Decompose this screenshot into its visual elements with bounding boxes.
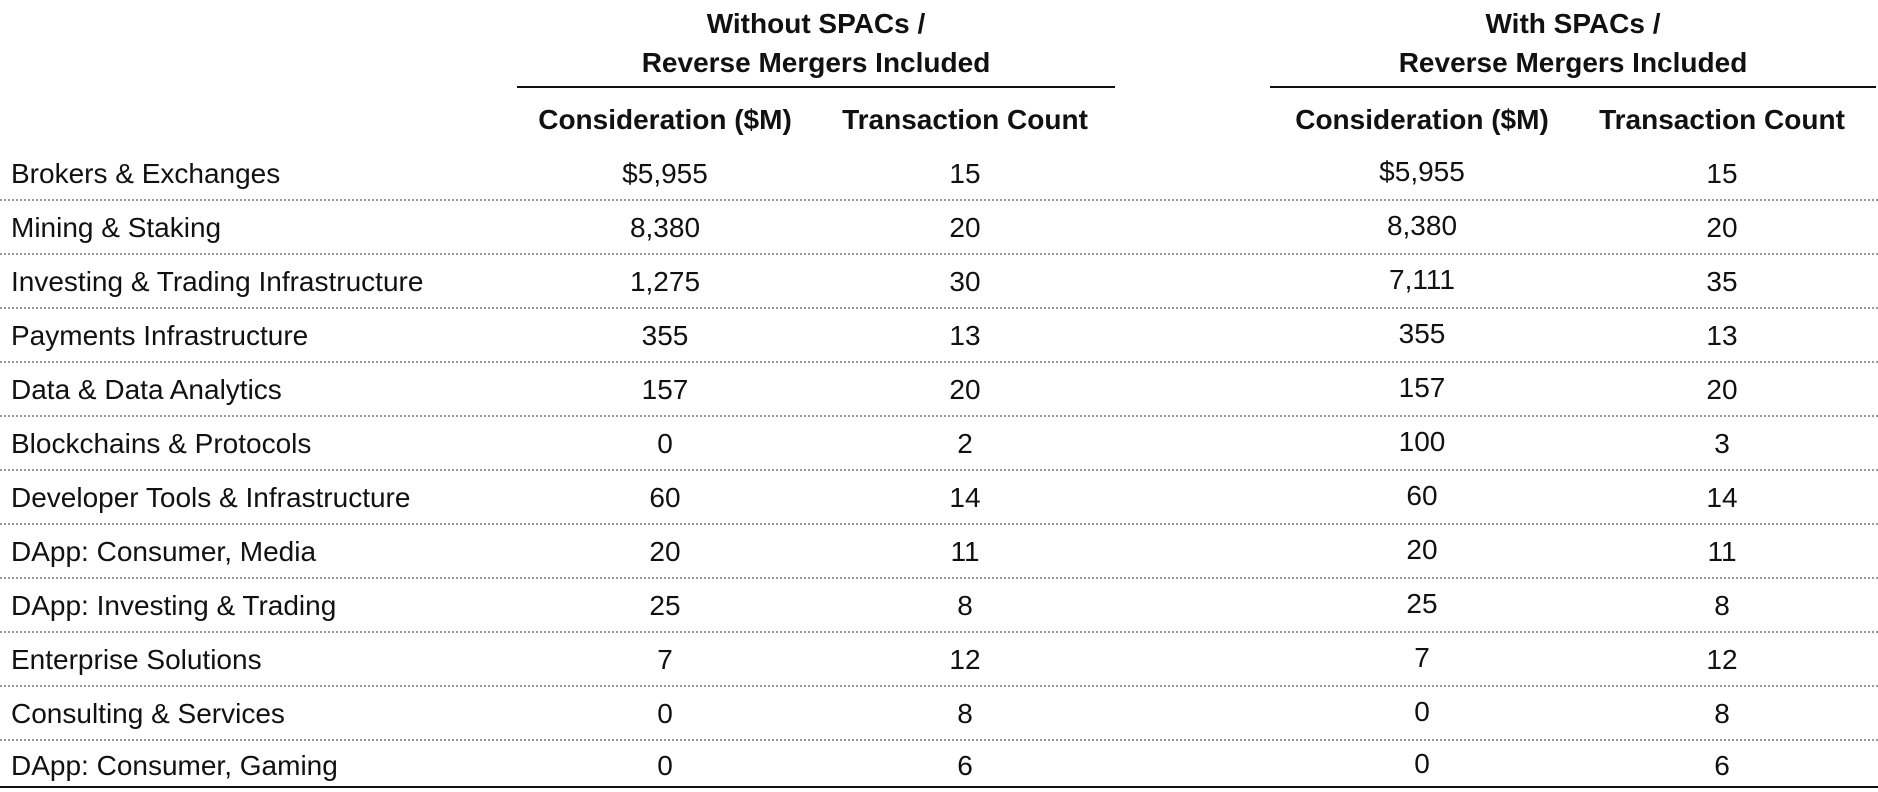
column-header-count-with: Transaction Count xyxy=(1599,104,1845,135)
count-without-cell: 6 xyxy=(957,750,973,781)
count-without-cell: 30 xyxy=(949,266,981,297)
table-row: Brokers & Exchanges $5,955 15 $5,955 15 xyxy=(0,147,1878,201)
count-with-cell: 3 xyxy=(1714,428,1730,459)
column-header-count-without: Transaction Count xyxy=(842,104,1088,135)
consideration-with-cell: 25 xyxy=(1406,588,1438,619)
transactions-table: Brokers & Exchanges $5,955 15 $5,955 15 Minin… xyxy=(0,147,1878,788)
consideration-with-cell: 8,380 xyxy=(1386,210,1458,241)
consideration-with-cell: 355 xyxy=(1398,318,1446,349)
row-label: DApp: Investing & Trading xyxy=(11,590,337,621)
table-row: Enterprise Solutions 7 12 7 12 xyxy=(0,633,1878,687)
count-without-cell: 12 xyxy=(949,644,981,675)
consideration-without-cell: 0 xyxy=(657,428,673,459)
table-row: Blockchains & Protocols 0 2 100 3 xyxy=(0,417,1878,471)
consideration-without-cell: 0 xyxy=(657,698,673,729)
group-header-line-1: Without SPACs / xyxy=(706,8,926,39)
count-with-cell: 13 xyxy=(1706,320,1738,351)
consideration-with-cell: $5,955 xyxy=(1379,156,1465,187)
column-header-consideration-with: Consideration ($M) xyxy=(1295,104,1549,135)
consideration-without-cell: 60 xyxy=(649,482,681,513)
table-row: Developer Tools & Infrastructure 60 14 60 14 xyxy=(0,471,1878,525)
consideration-without-cell: 20 xyxy=(649,536,681,567)
table-row: Data & Data Analytics 157 20 157 20 xyxy=(0,363,1878,417)
count-without-cell: 13 xyxy=(949,320,981,351)
consideration-without-cell: 25 xyxy=(649,590,681,621)
consideration-with-cell: 7 xyxy=(1414,642,1430,673)
row-label: Investing & Trading Infrastructure xyxy=(11,266,424,297)
table-row: DApp: Consumer, Gaming 0 6 0 6 xyxy=(0,741,1878,788)
group-header-line-1: With SPACs / xyxy=(1485,8,1661,39)
consideration-without-cell: 0 xyxy=(657,750,673,781)
count-without-cell: 20 xyxy=(949,374,981,405)
count-with-cell: 8 xyxy=(1714,590,1730,621)
table-row: Investing & Trading Infrastructure 1,275 3… xyxy=(0,255,1878,309)
consideration-with-cell: 157 xyxy=(1398,372,1446,403)
count-with-cell: 8 xyxy=(1714,698,1730,729)
group-rule-without-spacs xyxy=(517,86,1115,88)
count-without-cell: 8 xyxy=(957,698,973,729)
consideration-with-cell: 7,111 xyxy=(1389,264,1455,295)
table-row: Mining & Staking 8,380 20 8,380 20 xyxy=(0,201,1878,255)
count-with-cell: 20 xyxy=(1706,212,1738,243)
group-header-with-spacs: With SPACs / Reverse Mergers Included xyxy=(1270,4,1876,82)
consideration-without-cell: 157 xyxy=(641,374,689,405)
row-label: Blockchains & Protocols xyxy=(11,428,312,459)
count-with-cell: 6 xyxy=(1714,750,1730,781)
consideration-without-cell: $5,955 xyxy=(622,158,708,189)
row-label: Payments Infrastructure xyxy=(11,320,309,351)
count-with-cell: 15 xyxy=(1706,158,1738,189)
consideration-with-cell: 0 xyxy=(1414,748,1430,779)
table-row: DApp: Investing & Trading 25 8 25 8 xyxy=(0,579,1878,633)
consideration-without-cell: 8,380 xyxy=(629,212,701,243)
column-header-consideration-without: Consideration ($M) xyxy=(538,104,792,135)
table-row: DApp: Consumer, Media 20 11 20 11 xyxy=(0,525,1878,579)
group-header-line-2: Reverse Mergers Included xyxy=(641,47,991,78)
consideration-with-cell: 0 xyxy=(1414,696,1430,727)
group-header-without-spacs: Without SPACs / Reverse Mergers Included xyxy=(517,4,1115,82)
count-with-cell: 11 xyxy=(1707,536,1737,567)
count-with-cell: 20 xyxy=(1706,374,1738,405)
consideration-with-cell: 20 xyxy=(1406,534,1438,565)
row-label: Brokers & Exchanges xyxy=(11,158,281,189)
consideration-without-cell: 7 xyxy=(657,644,673,675)
consideration-without-cell: 355 xyxy=(641,320,689,351)
count-with-cell: 35 xyxy=(1706,266,1738,297)
row-label: Mining & Staking xyxy=(11,212,222,243)
row-label: Data & Data Analytics xyxy=(11,374,282,405)
table-row: Payments Infrastructure 355 13 355 13 xyxy=(0,309,1878,363)
count-without-cell: 11 xyxy=(950,536,980,567)
group-rule-with-spacs xyxy=(1270,86,1876,88)
count-without-cell: 8 xyxy=(957,590,973,621)
count-with-cell: 12 xyxy=(1706,644,1738,675)
group-header-line-2: Reverse Mergers Included xyxy=(1398,47,1748,78)
row-label: Consulting & Services xyxy=(11,698,285,729)
count-without-cell: 20 xyxy=(949,212,981,243)
consideration-with-cell: 100 xyxy=(1398,426,1446,457)
row-label: Developer Tools & Infrastructure xyxy=(11,482,411,513)
consideration-with-cell: 60 xyxy=(1406,480,1438,511)
count-without-cell: 2 xyxy=(957,428,973,459)
row-label: Enterprise Solutions xyxy=(11,644,262,675)
consideration-without-cell: 1,275 xyxy=(629,266,701,297)
table-row: Consulting & Services 0 8 0 8 xyxy=(0,687,1878,741)
count-with-cell: 14 xyxy=(1706,482,1738,513)
count-without-cell: 14 xyxy=(949,482,981,513)
row-label: DApp: Consumer, Media xyxy=(11,536,317,567)
row-label: DApp: Consumer, Gaming xyxy=(11,750,338,781)
count-without-cell: 15 xyxy=(949,158,981,189)
